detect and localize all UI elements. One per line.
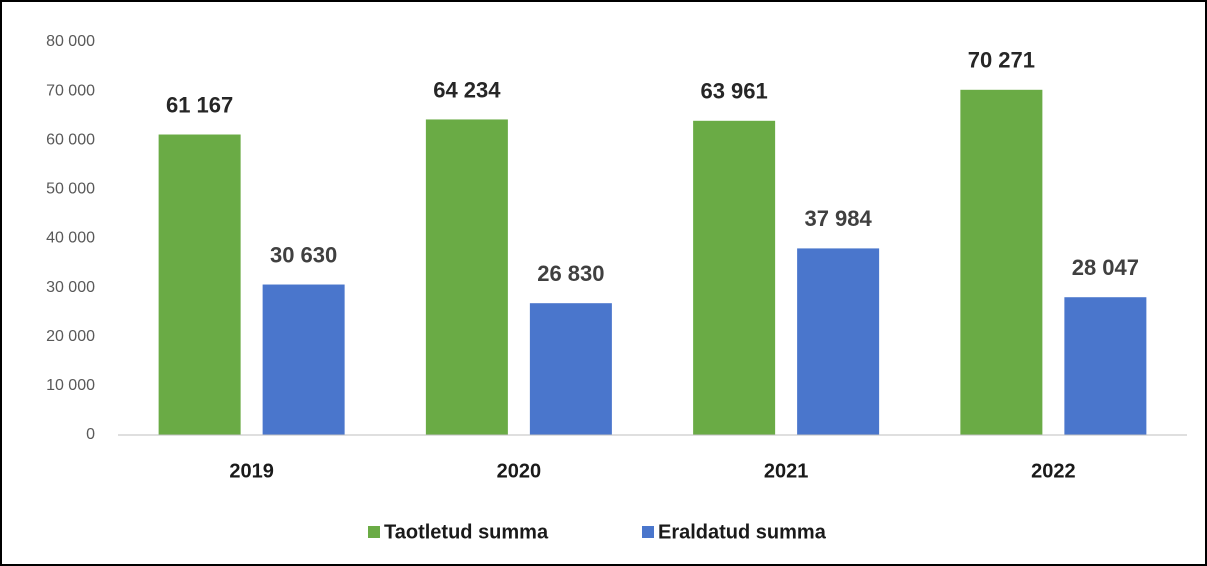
data-label: 64 234 <box>433 77 501 102</box>
data-label: 37 984 <box>804 206 872 231</box>
y-tick-label: 80 000 <box>46 33 95 50</box>
y-tick-label: 70 000 <box>46 82 95 99</box>
data-label: 70 271 <box>968 48 1035 73</box>
bar <box>158 134 241 436</box>
legend-swatch <box>368 526 380 538</box>
y-tick-label: 10 000 <box>46 377 95 394</box>
legend-label: Taotletud summa <box>384 521 549 543</box>
y-tick-label: 60 000 <box>46 131 95 148</box>
y-tick-label: 50 000 <box>46 181 95 198</box>
data-label: 30 630 <box>270 242 337 267</box>
bar <box>797 248 880 435</box>
bar <box>960 89 1043 436</box>
data-label: 63 961 <box>700 79 767 104</box>
x-tick-label: 2019 <box>229 460 274 482</box>
data-label: 61 167 <box>166 92 233 117</box>
bar <box>529 303 612 435</box>
bar <box>1064 297 1147 435</box>
data-label: 26 830 <box>537 261 604 286</box>
y-tick-label: 40 000 <box>46 230 95 247</box>
bar <box>262 284 345 435</box>
x-tick-label: 2022 <box>1031 460 1076 482</box>
x-tick-label: 2021 <box>764 460 809 482</box>
bar <box>425 119 508 436</box>
y-tick-label: 20 000 <box>46 328 95 345</box>
x-tick-label: 2020 <box>497 460 542 482</box>
data-label: 28 047 <box>1072 255 1139 280</box>
y-tick-label: 30 000 <box>46 279 95 296</box>
legend-swatch <box>642 526 654 538</box>
y-tick-label: 0 <box>86 426 95 443</box>
bar <box>693 120 776 435</box>
legend-label: Eraldatud summa <box>658 521 827 543</box>
